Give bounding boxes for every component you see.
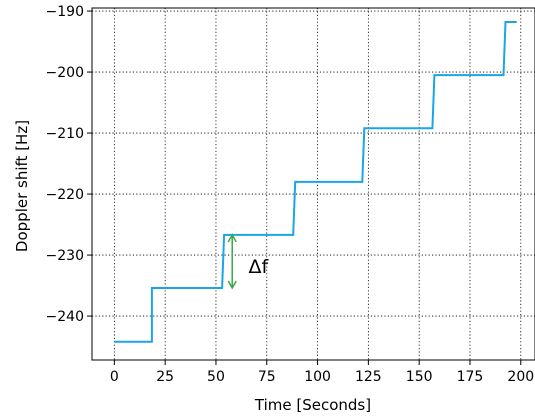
x-tick-label: 200 <box>507 369 534 385</box>
doppler-shift-line <box>114 21 517 343</box>
x-tick-label: 0 <box>110 369 119 385</box>
y-tick-label: −200 <box>46 65 84 81</box>
grid-lines <box>92 8 535 360</box>
x-tick-label: 50 <box>207 369 225 385</box>
x-tick-label: 100 <box>304 369 331 385</box>
plot-frame <box>91 7 535 361</box>
x-tick-label: 175 <box>457 369 484 385</box>
delta-f-label: Δf <box>248 256 269 278</box>
delta-f-arrowhead-bottom <box>227 280 237 290</box>
x-axis-title: Time [Seconds] <box>254 396 371 414</box>
plot-background <box>92 8 535 360</box>
y-tick-label: −190 <box>46 4 84 20</box>
annotation-layer: Δf <box>227 233 269 290</box>
y-axis-title: Doppler shift [Hz] <box>13 120 31 252</box>
delta-f-arrowhead-top <box>227 233 237 243</box>
series-layer <box>114 21 517 343</box>
y-tick-label: −230 <box>46 248 84 264</box>
y-tick-label: −240 <box>46 309 84 325</box>
y-tick-label: −220 <box>46 187 84 203</box>
x-tick-label: 25 <box>156 369 174 385</box>
y-tick-label: −210 <box>46 126 84 142</box>
x-tick-label: 75 <box>258 369 276 385</box>
x-tick-label: 150 <box>406 369 433 385</box>
x-tick-label: 125 <box>355 369 382 385</box>
y-axis-ticks: −240 −230 −220 −210 −200 −190 <box>46 4 92 325</box>
x-axis-ticks: 0 25 50 75 100 125 150 175 200 <box>110 360 534 385</box>
